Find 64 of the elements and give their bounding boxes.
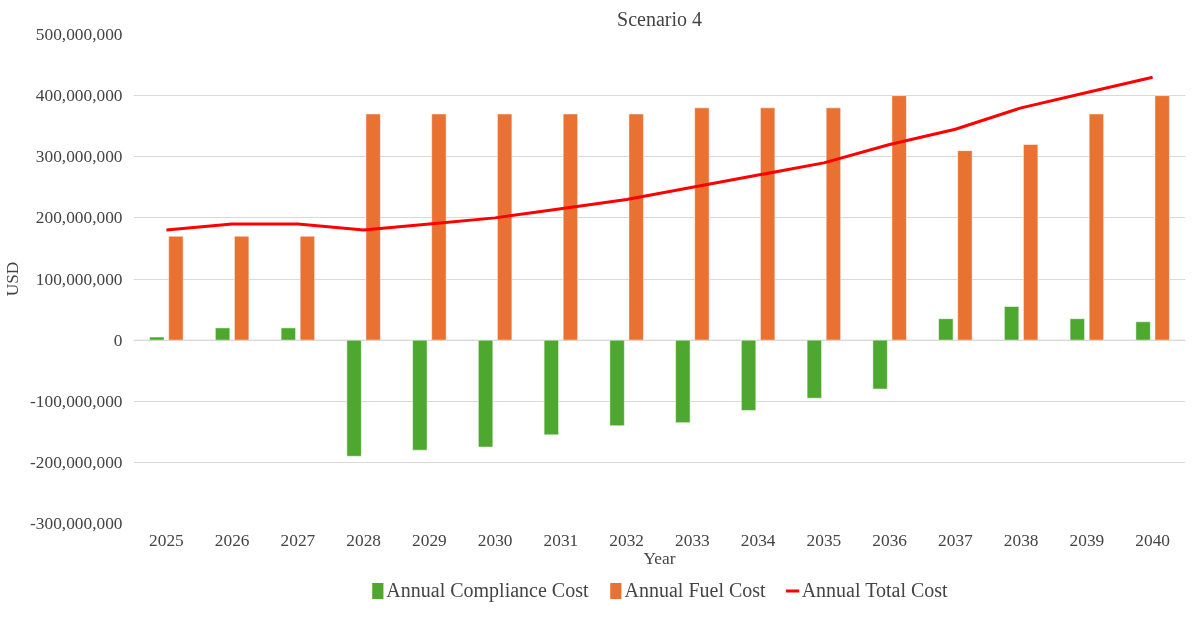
bar <box>1004 306 1020 341</box>
y-tick-label: 500,000,000 <box>35 25 123 44</box>
x-tick-label: 2035 <box>806 530 842 550</box>
bar <box>299 235 315 341</box>
legend-label: Annual Total Cost <box>801 578 948 602</box>
bar <box>1023 144 1039 341</box>
bar <box>891 95 907 341</box>
bar <box>872 339 888 390</box>
legend-label: Annual Compliance Cost <box>386 578 589 602</box>
bar <box>431 113 447 341</box>
bar <box>1069 318 1085 341</box>
bar <box>694 107 710 341</box>
x-tick-label: 2037 <box>938 530 974 550</box>
bar <box>280 327 296 341</box>
x-tick-label: 2036 <box>872 530 908 550</box>
x-tick-label: 2038 <box>1003 530 1039 550</box>
bar <box>562 113 578 341</box>
y-tick-label: -300,000,000 <box>30 514 123 533</box>
bar <box>215 327 231 341</box>
x-tick-label: 2040 <box>1135 530 1170 550</box>
bar <box>1088 113 1104 341</box>
bar <box>168 235 184 341</box>
x-tick-label: 2034 <box>740 530 776 550</box>
x-tick-label: 2031 <box>543 530 579 550</box>
y-tick-label: 200,000,000 <box>35 208 123 228</box>
x-tick-label: 2039 <box>1069 530 1105 550</box>
bar <box>497 113 513 341</box>
chart-title: Scenario 4 <box>617 7 702 30</box>
bar <box>675 339 691 423</box>
x-tick-label: 2033 <box>675 530 710 550</box>
y-tick-label: 0 <box>113 330 123 350</box>
y-tick-label: -200,000,000 <box>30 452 123 472</box>
bar <box>543 339 559 436</box>
y-tick-label: -100,000,000 <box>30 391 123 411</box>
bar <box>628 113 644 341</box>
bar <box>741 339 757 411</box>
y-tick-label: 300,000,000 <box>35 147 123 167</box>
x-tick-label: 2029 <box>412 530 447 550</box>
x-tick-label: 2030 <box>477 530 513 550</box>
bar <box>346 339 362 457</box>
line-series <box>164 75 1155 232</box>
bar <box>938 318 954 341</box>
bar <box>412 339 428 451</box>
y-tick-label: 400,000,000 <box>35 86 123 106</box>
bar <box>806 339 822 399</box>
y-tick-label: 100,000,000 <box>35 269 123 289</box>
x-tick-label: 2027 <box>280 530 316 550</box>
bar <box>957 150 973 341</box>
bar <box>609 339 625 426</box>
y-axis-title: USD <box>3 261 23 297</box>
x-tick-label: 2026 <box>214 530 250 550</box>
bar <box>760 107 776 341</box>
legend-label: Annual Fuel Cost <box>624 578 766 602</box>
bar <box>1135 321 1151 341</box>
x-tick-label: 2028 <box>346 530 381 550</box>
bar <box>234 235 250 341</box>
bar <box>149 336 165 341</box>
x-tick-label: 2032 <box>609 530 644 550</box>
x-axis-title: Year <box>643 548 676 568</box>
x-tick-label: 2025 <box>149 530 184 550</box>
bar <box>825 107 841 341</box>
bar <box>365 113 381 341</box>
bar <box>1154 95 1170 341</box>
bar <box>478 339 494 448</box>
